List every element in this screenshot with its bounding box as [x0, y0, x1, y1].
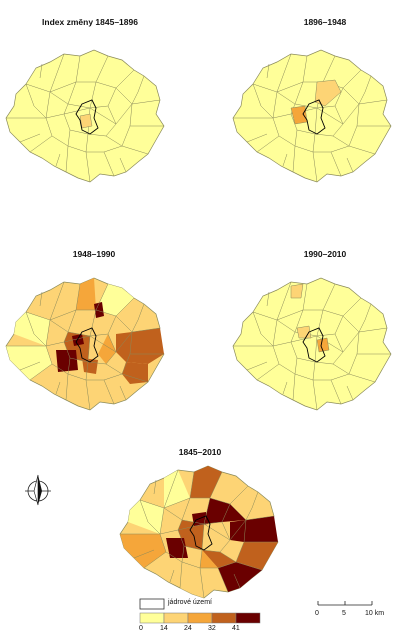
map-1845-1896 [5, 49, 165, 183]
legend-break-0: 0 [139, 625, 143, 632]
legend-swatch-1 [139, 612, 165, 624]
panel-title-4: 1990–2010 [303, 249, 347, 259]
legend-colorbar [139, 612, 261, 624]
map-1845-2010 [119, 465, 279, 599]
scalebar-tick-10: 10 km [365, 610, 385, 617]
panel-title-2: 1896–1948 [303, 17, 347, 27]
legend-swatch-5 [235, 612, 261, 624]
map-1948-1990 [5, 277, 165, 411]
legend-core-swatch [139, 598, 165, 610]
panel-title-5: 1845–2010 [178, 447, 222, 457]
scalebar-tick-5: 5 [342, 610, 346, 617]
legend-swatch-3 [187, 612, 213, 624]
legend-break-3: 32 [208, 625, 216, 632]
map-1896-1948 [232, 49, 392, 183]
legend-break-2: 24 [184, 625, 192, 632]
legend-swatch-4 [211, 612, 237, 624]
legend-core-label: jádrové území [168, 599, 212, 606]
panel-title-1: Index změny 1845–1896 [42, 17, 138, 27]
legend-break-1: 14 [160, 625, 168, 632]
legend-break-4: 41 [232, 625, 240, 632]
map-1990-2010 [232, 277, 392, 411]
north-arrow-icon [25, 474, 51, 506]
panel-title-3: 1948–1990 [72, 249, 116, 259]
scalebar [317, 601, 373, 606]
legend-swatch-2 [163, 612, 189, 624]
scalebar-tick-0: 0 [315, 610, 319, 617]
